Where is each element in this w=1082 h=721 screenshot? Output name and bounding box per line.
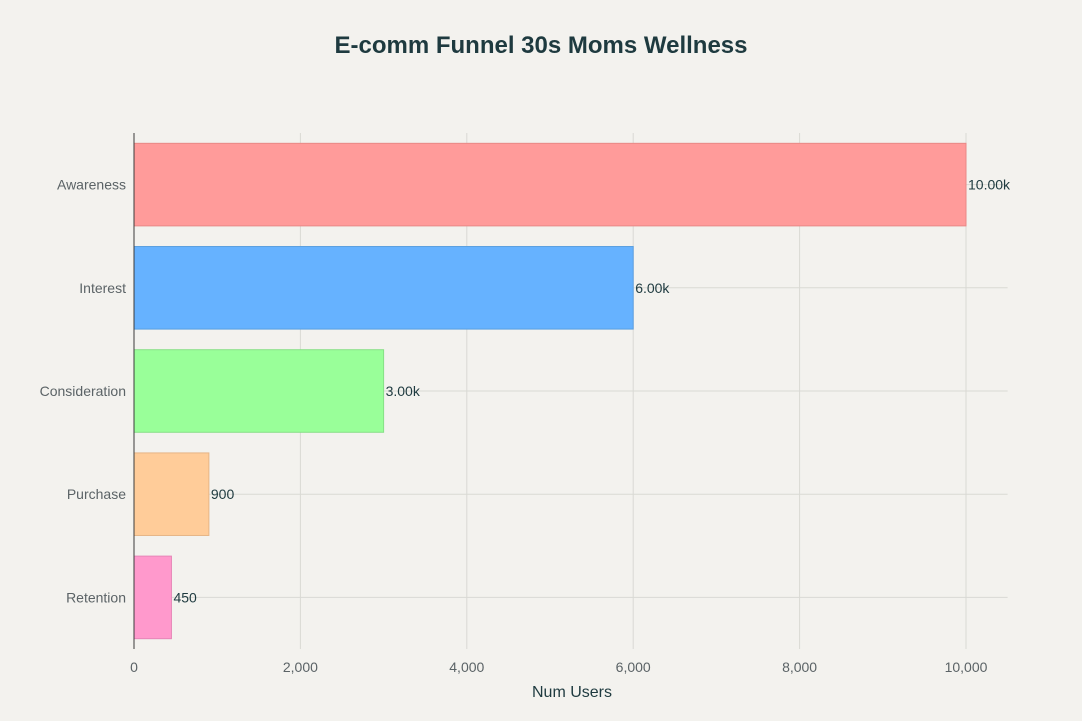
x-tick-label: 4,000 bbox=[449, 659, 484, 675]
y-tick-label: Consideration bbox=[40, 383, 126, 399]
x-tick-label: 2,000 bbox=[283, 659, 318, 675]
data-label: 3.00k bbox=[386, 383, 421, 399]
y-tick-label: Purchase bbox=[67, 486, 126, 502]
data-label: 6.00k bbox=[635, 280, 670, 296]
chart-title: E-comm Funnel 30s Moms Wellness bbox=[334, 32, 747, 59]
y-tick-label: Interest bbox=[79, 280, 126, 296]
x-tick-label: 8,000 bbox=[782, 659, 817, 675]
x-tick-label: 10,000 bbox=[945, 659, 988, 675]
axis-layer: 0 2,000 4,000 6,000 8,000 10,000 Awareness Inte… bbox=[40, 133, 988, 675]
bars-layer bbox=[133, 142, 967, 640]
bar-awareness bbox=[133, 142, 967, 227]
y-tick-label: Retention bbox=[66, 589, 126, 605]
data-label: 10.00k bbox=[968, 177, 1011, 193]
bar-consideration bbox=[133, 349, 385, 433]
data-label: 900 bbox=[211, 486, 235, 502]
labels-layer: 10.00k 6.00k 3.00k 900 450 bbox=[173, 177, 1011, 606]
y-tick-label: Awareness bbox=[57, 177, 126, 193]
data-label: 450 bbox=[173, 589, 197, 605]
x-tick-label: 0 bbox=[130, 659, 138, 675]
bar-purchase bbox=[133, 452, 210, 536]
bar-interest bbox=[133, 246, 634, 330]
bar-retention bbox=[133, 555, 172, 640]
x-tick-label: 6,000 bbox=[616, 659, 651, 675]
x-axis-title: Num Users bbox=[532, 684, 612, 701]
